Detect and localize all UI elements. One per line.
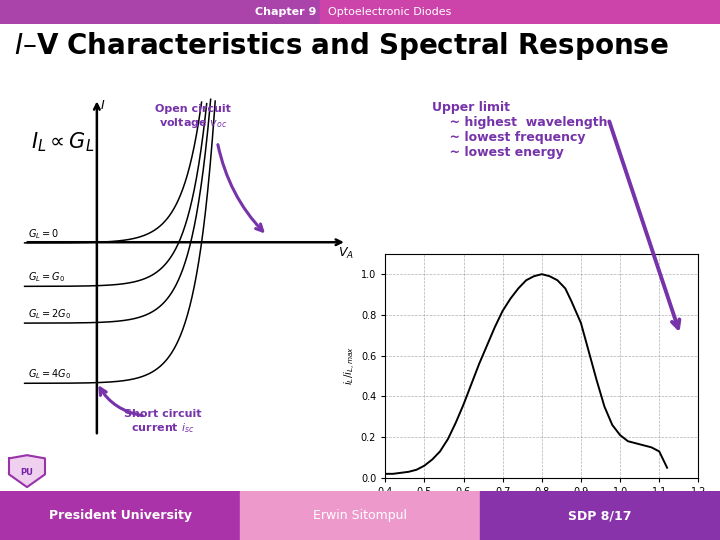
Text: $I_L \propto G_L$: $I_L \propto G_L$: [31, 131, 94, 154]
Text: $G_L = G_0$: $G_L = G_0$: [27, 271, 65, 285]
Text: $\mathit{I}$$\mathbf{–V\ Characteristics\ and\ Spectral\ Response}$: $\mathit{I}$$\mathbf{–V\ Characteristics…: [14, 30, 670, 62]
X-axis label: Wavelength (μm): Wavelength (μm): [497, 503, 587, 512]
Text: $G_L = 2G_0$: $G_L = 2G_0$: [27, 307, 71, 321]
Text: President University: President University: [49, 509, 192, 522]
Text: PU: PU: [21, 468, 33, 477]
Text: $I$: $I$: [101, 98, 106, 112]
Text: $V_A$: $V_A$: [338, 246, 354, 261]
Text: Upper limit
    ~ highest  wavelength
    ~ lowest frequency
    ~ lowest energy: Upper limit ~ highest wavelength ~ lowes…: [432, 102, 608, 159]
Bar: [480, 491, 720, 540]
Text: Chapter 9: Chapter 9: [256, 7, 317, 17]
Text: $G_L = 4G_0$: $G_L = 4G_0$: [27, 368, 71, 381]
Bar: [0, 0, 320, 24]
Text: Open circuit
voltage $v_{oc}$: Open circuit voltage $v_{oc}$: [156, 104, 231, 130]
Bar: [0, 491, 240, 540]
Y-axis label: $i_L/i_{L,max}$: $i_L/i_{L,max}$: [343, 346, 358, 386]
Polygon shape: [9, 455, 45, 487]
Bar: [320, 0, 720, 24]
Text: Short circuit
current $i_{sc}$: Short circuit current $i_{sc}$: [125, 409, 202, 435]
Text: SDP 8/17: SDP 8/17: [568, 509, 631, 522]
Text: Erwin Sitompul: Erwin Sitompul: [313, 509, 407, 522]
Text: Optoelectronic Diodes: Optoelectronic Diodes: [328, 7, 451, 17]
Text: $G_L = 0$: $G_L = 0$: [27, 227, 59, 241]
Bar: [240, 491, 480, 540]
